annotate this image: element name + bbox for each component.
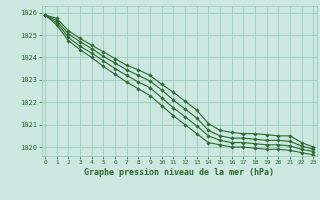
X-axis label: Graphe pression niveau de la mer (hPa): Graphe pression niveau de la mer (hPa) <box>84 168 274 177</box>
